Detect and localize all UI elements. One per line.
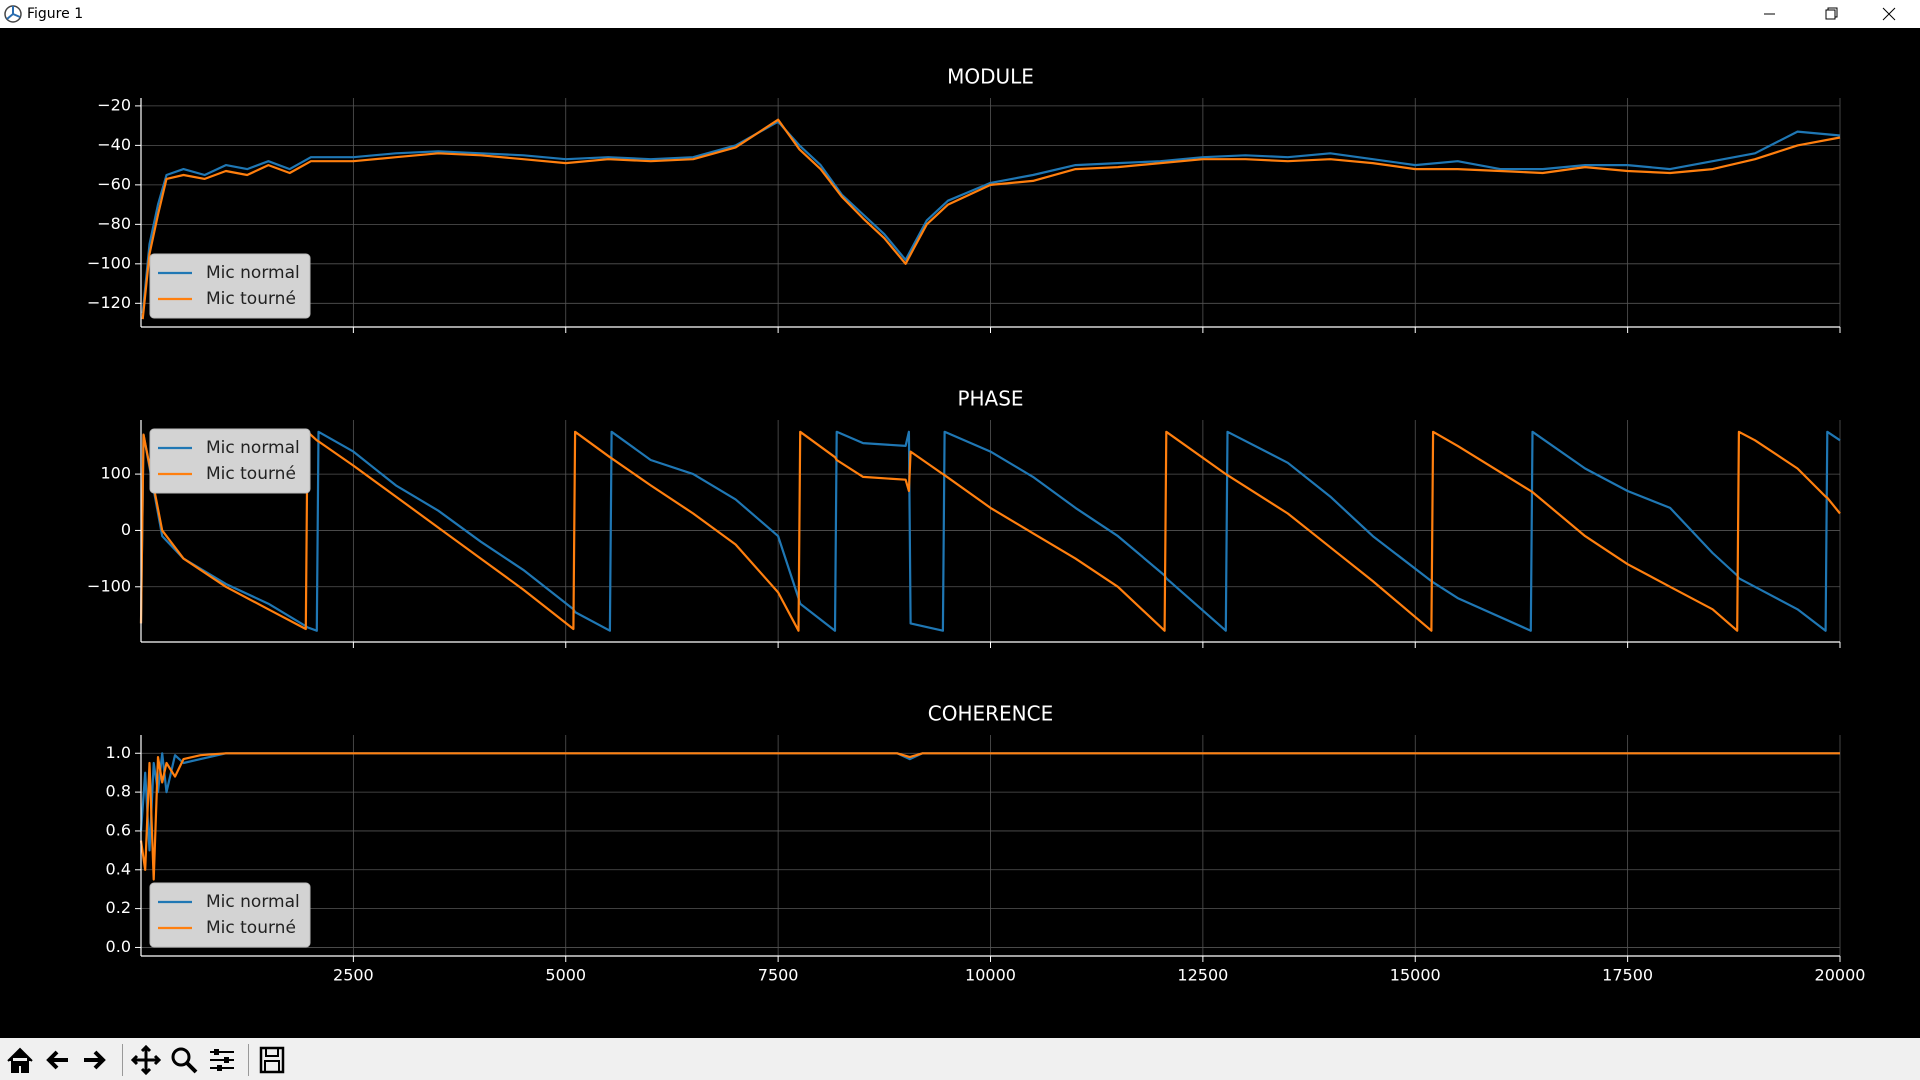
y-tick-label: 0 [121, 520, 131, 539]
save-button[interactable] [256, 1044, 288, 1076]
y-tick-label: −80 [97, 214, 131, 233]
y-tick-label: 0.8 [106, 782, 131, 801]
legend-box [149, 428, 311, 494]
y-tick-label: −40 [97, 135, 131, 154]
pan-button[interactable] [130, 1044, 162, 1076]
x-tick-label: 12500 [1177, 966, 1228, 985]
chart-title: PHASE [957, 387, 1023, 411]
y-tick-label: 0.4 [106, 859, 131, 878]
legend-box [149, 253, 311, 319]
legend-label: Mic normal [206, 263, 300, 283]
y-tick-label: −100 [87, 253, 131, 272]
close-button[interactable] [1860, 0, 1918, 28]
x-tick-label: 7500 [758, 966, 799, 985]
legend: Mic normal Mic tourné [149, 428, 311, 494]
y-tick-label: −20 [97, 95, 131, 114]
legend-label: Mic normal [206, 438, 300, 458]
y-tick-label: −120 [87, 293, 131, 312]
series-line [141, 118, 1841, 320]
y-tick-label: −100 [87, 576, 131, 595]
separator [248, 1044, 249, 1076]
series-line [139, 430, 1841, 632]
legend-label: Mic tourné [206, 918, 296, 938]
forward-button[interactable] [78, 1044, 110, 1076]
minimize-button[interactable] [1740, 0, 1798, 28]
chart-title: COHERENCE [928, 702, 1053, 726]
toolbar [0, 1038, 1920, 1080]
x-tick-label: 2500 [333, 966, 374, 985]
back-button[interactable] [42, 1044, 74, 1076]
y-tick-label: 0.2 [106, 898, 131, 917]
x-tick-label: 20000 [1815, 966, 1866, 985]
legend-label: Mic tourné [206, 464, 296, 484]
y-tick-label: 1.0 [106, 743, 131, 762]
legend-box [149, 882, 311, 948]
x-tick-label: 15000 [1390, 966, 1441, 985]
window-controls [1740, 0, 1918, 28]
maximize-button[interactable] [1800, 0, 1858, 28]
configure-button[interactable] [206, 1044, 238, 1076]
zoom-button[interactable] [168, 1044, 200, 1076]
y-tick-label: 0.6 [106, 820, 131, 839]
window-title: Figure 1 [27, 6, 84, 22]
legend-label: Mic tourné [206, 289, 296, 309]
legend-label: Mic normal [206, 892, 300, 912]
series-line [141, 120, 1841, 314]
x-tick-label: 17500 [1602, 966, 1653, 985]
x-tick-label: 5000 [545, 966, 586, 985]
series-line [139, 752, 1840, 852]
title-bar: Figure 1 [0, 0, 1920, 28]
y-tick-label: 0.0 [106, 937, 131, 956]
y-tick-label: −60 [97, 174, 131, 193]
axes: 0.0 0.2 0.4 0.6 0.8 1.0 2500 5000 7500 10000 12500… [106, 702, 1866, 985]
app-icon [4, 5, 22, 23]
x-tick-label: 10000 [965, 966, 1016, 985]
axes: −100 0 100 PHASE Mic normal Mic tourné [87, 387, 1841, 648]
legend: Mic normal Mic tourné [149, 253, 311, 319]
separator [122, 1044, 123, 1076]
home-button[interactable] [4, 1044, 36, 1076]
y-tick-label: 100 [100, 464, 131, 483]
series-line [139, 752, 1840, 881]
legend: Mic normal Mic tourné [149, 882, 311, 948]
chart-title: MODULE [947, 65, 1034, 89]
series-line [139, 430, 1841, 632]
